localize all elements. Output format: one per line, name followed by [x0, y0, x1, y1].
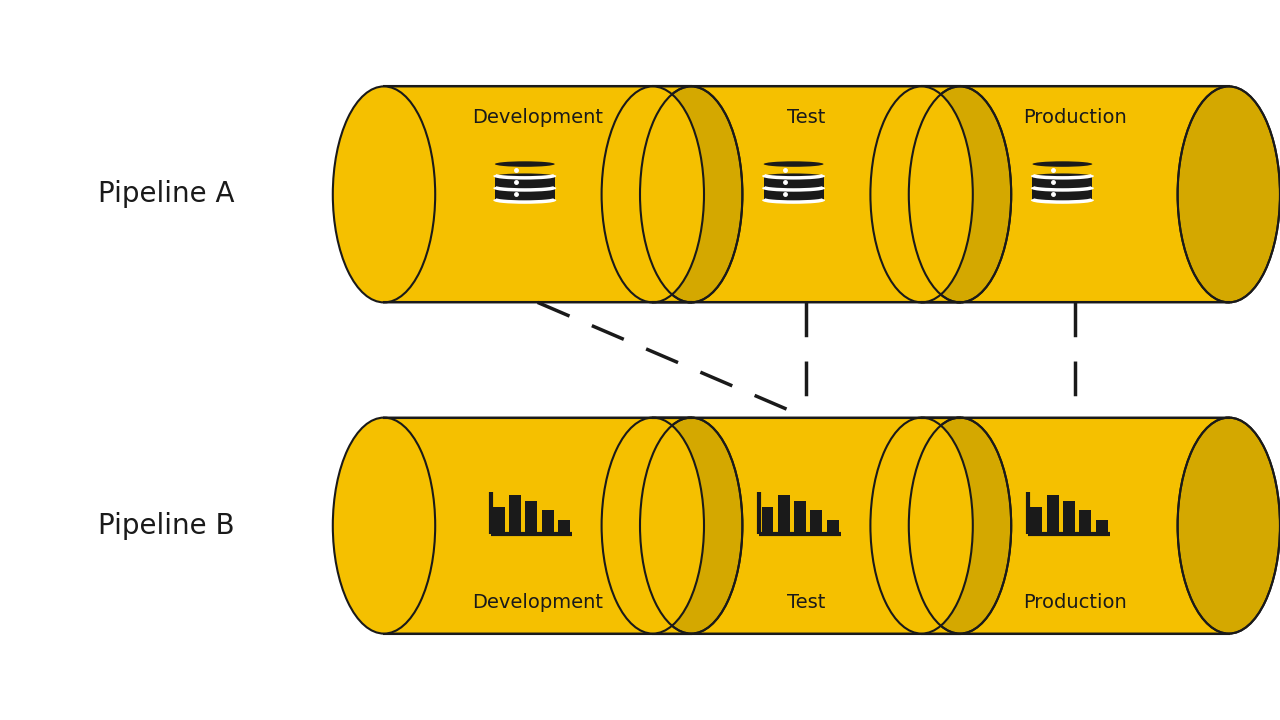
Ellipse shape [602, 86, 704, 302]
Ellipse shape [640, 86, 742, 302]
Text: Development: Development [472, 593, 603, 612]
Bar [764, 189, 823, 199]
Ellipse shape [764, 174, 823, 179]
Text: Production: Production [1023, 593, 1128, 612]
Text: Test: Test [787, 108, 826, 127]
Ellipse shape [1033, 161, 1092, 167]
FancyBboxPatch shape [922, 86, 1229, 302]
Ellipse shape [1178, 86, 1280, 302]
Bar [541, 510, 554, 533]
Bar [762, 508, 773, 533]
Bar [1062, 501, 1075, 533]
Ellipse shape [909, 86, 1011, 302]
Ellipse shape [1178, 418, 1280, 634]
Ellipse shape [764, 197, 823, 202]
Ellipse shape [495, 161, 554, 167]
Ellipse shape [909, 418, 1011, 634]
Ellipse shape [1033, 197, 1092, 202]
Ellipse shape [495, 186, 554, 191]
Text: Pipeline B: Pipeline B [99, 512, 234, 539]
Bar [794, 501, 806, 533]
Ellipse shape [602, 418, 704, 634]
Ellipse shape [764, 161, 823, 167]
Bar [827, 520, 838, 533]
FancyBboxPatch shape [653, 86, 960, 302]
Text: Production: Production [1023, 108, 1128, 127]
Bar [495, 189, 554, 199]
Bar [1079, 510, 1092, 533]
Bar [1030, 508, 1042, 533]
Ellipse shape [870, 418, 973, 634]
Bar [525, 501, 538, 533]
Ellipse shape [870, 86, 973, 302]
FancyBboxPatch shape [384, 86, 691, 302]
Bar [810, 510, 823, 533]
Bar [1096, 520, 1107, 533]
Bar [509, 495, 521, 533]
Bar [1047, 495, 1059, 533]
Bar [558, 520, 570, 533]
Bar [778, 495, 790, 533]
Bar [493, 508, 504, 533]
Ellipse shape [764, 186, 823, 191]
Ellipse shape [495, 174, 554, 179]
Text: Development: Development [472, 108, 603, 127]
FancyBboxPatch shape [922, 418, 1229, 634]
FancyBboxPatch shape [384, 418, 691, 634]
Ellipse shape [495, 197, 554, 202]
Ellipse shape [1033, 174, 1092, 179]
Ellipse shape [640, 418, 742, 634]
Ellipse shape [333, 86, 435, 302]
Bar [1033, 176, 1092, 187]
FancyBboxPatch shape [653, 418, 960, 634]
Ellipse shape [333, 418, 435, 634]
Text: Pipeline A: Pipeline A [99, 181, 234, 208]
Bar [495, 176, 554, 187]
Bar [764, 176, 823, 187]
Ellipse shape [1033, 186, 1092, 191]
Bar [1033, 189, 1092, 199]
Text: Test: Test [787, 593, 826, 612]
